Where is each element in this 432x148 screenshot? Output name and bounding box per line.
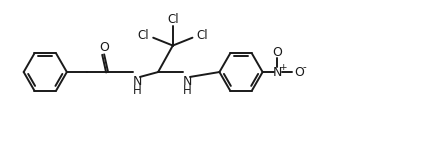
Text: -: -	[303, 62, 307, 72]
Text: O: O	[273, 46, 282, 59]
Text: N: N	[182, 75, 192, 88]
Text: +: +	[280, 63, 287, 72]
Text: H: H	[183, 84, 191, 97]
Text: N: N	[132, 75, 142, 88]
Text: O: O	[294, 66, 304, 79]
Text: N: N	[273, 66, 282, 79]
Text: Cl: Cl	[197, 29, 208, 42]
Text: Cl: Cl	[137, 29, 149, 42]
Text: H: H	[133, 84, 141, 97]
Text: Cl: Cl	[167, 13, 179, 26]
Text: O: O	[99, 41, 109, 54]
